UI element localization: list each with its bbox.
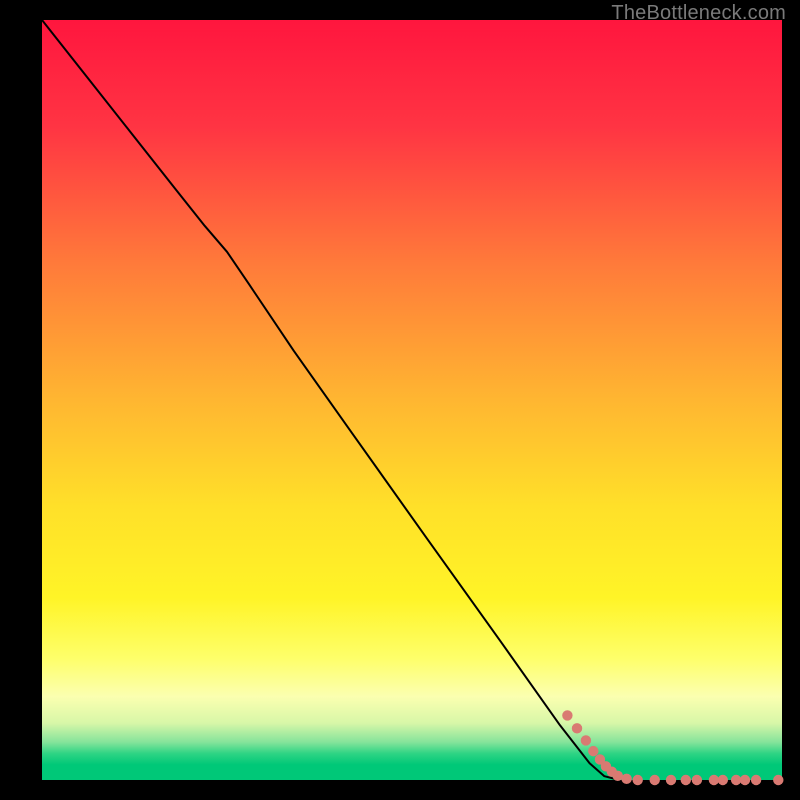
data-marker: [692, 775, 702, 785]
data-marker: [718, 775, 728, 785]
data-marker: [581, 735, 591, 745]
data-marker: [681, 775, 691, 785]
bottleneck-curve: [42, 20, 619, 780]
data-marker: [572, 723, 582, 733]
data-marker: [740, 775, 750, 785]
data-marker: [666, 775, 676, 785]
plot-area: [42, 20, 782, 780]
data-marker: [621, 774, 631, 784]
data-marker: [773, 775, 783, 785]
chart-frame: TheBottleneck.com: [0, 0, 800, 800]
data-marker: [650, 775, 660, 785]
data-marker: [633, 775, 643, 785]
data-marker: [731, 775, 741, 785]
chart-svg: [42, 20, 782, 780]
watermark-text: TheBottleneck.com: [611, 2, 786, 25]
data-marker: [562, 710, 572, 720]
data-marker: [588, 746, 598, 756]
data-marker: [709, 775, 719, 785]
data-marker: [613, 771, 623, 781]
data-marker: [751, 775, 761, 785]
